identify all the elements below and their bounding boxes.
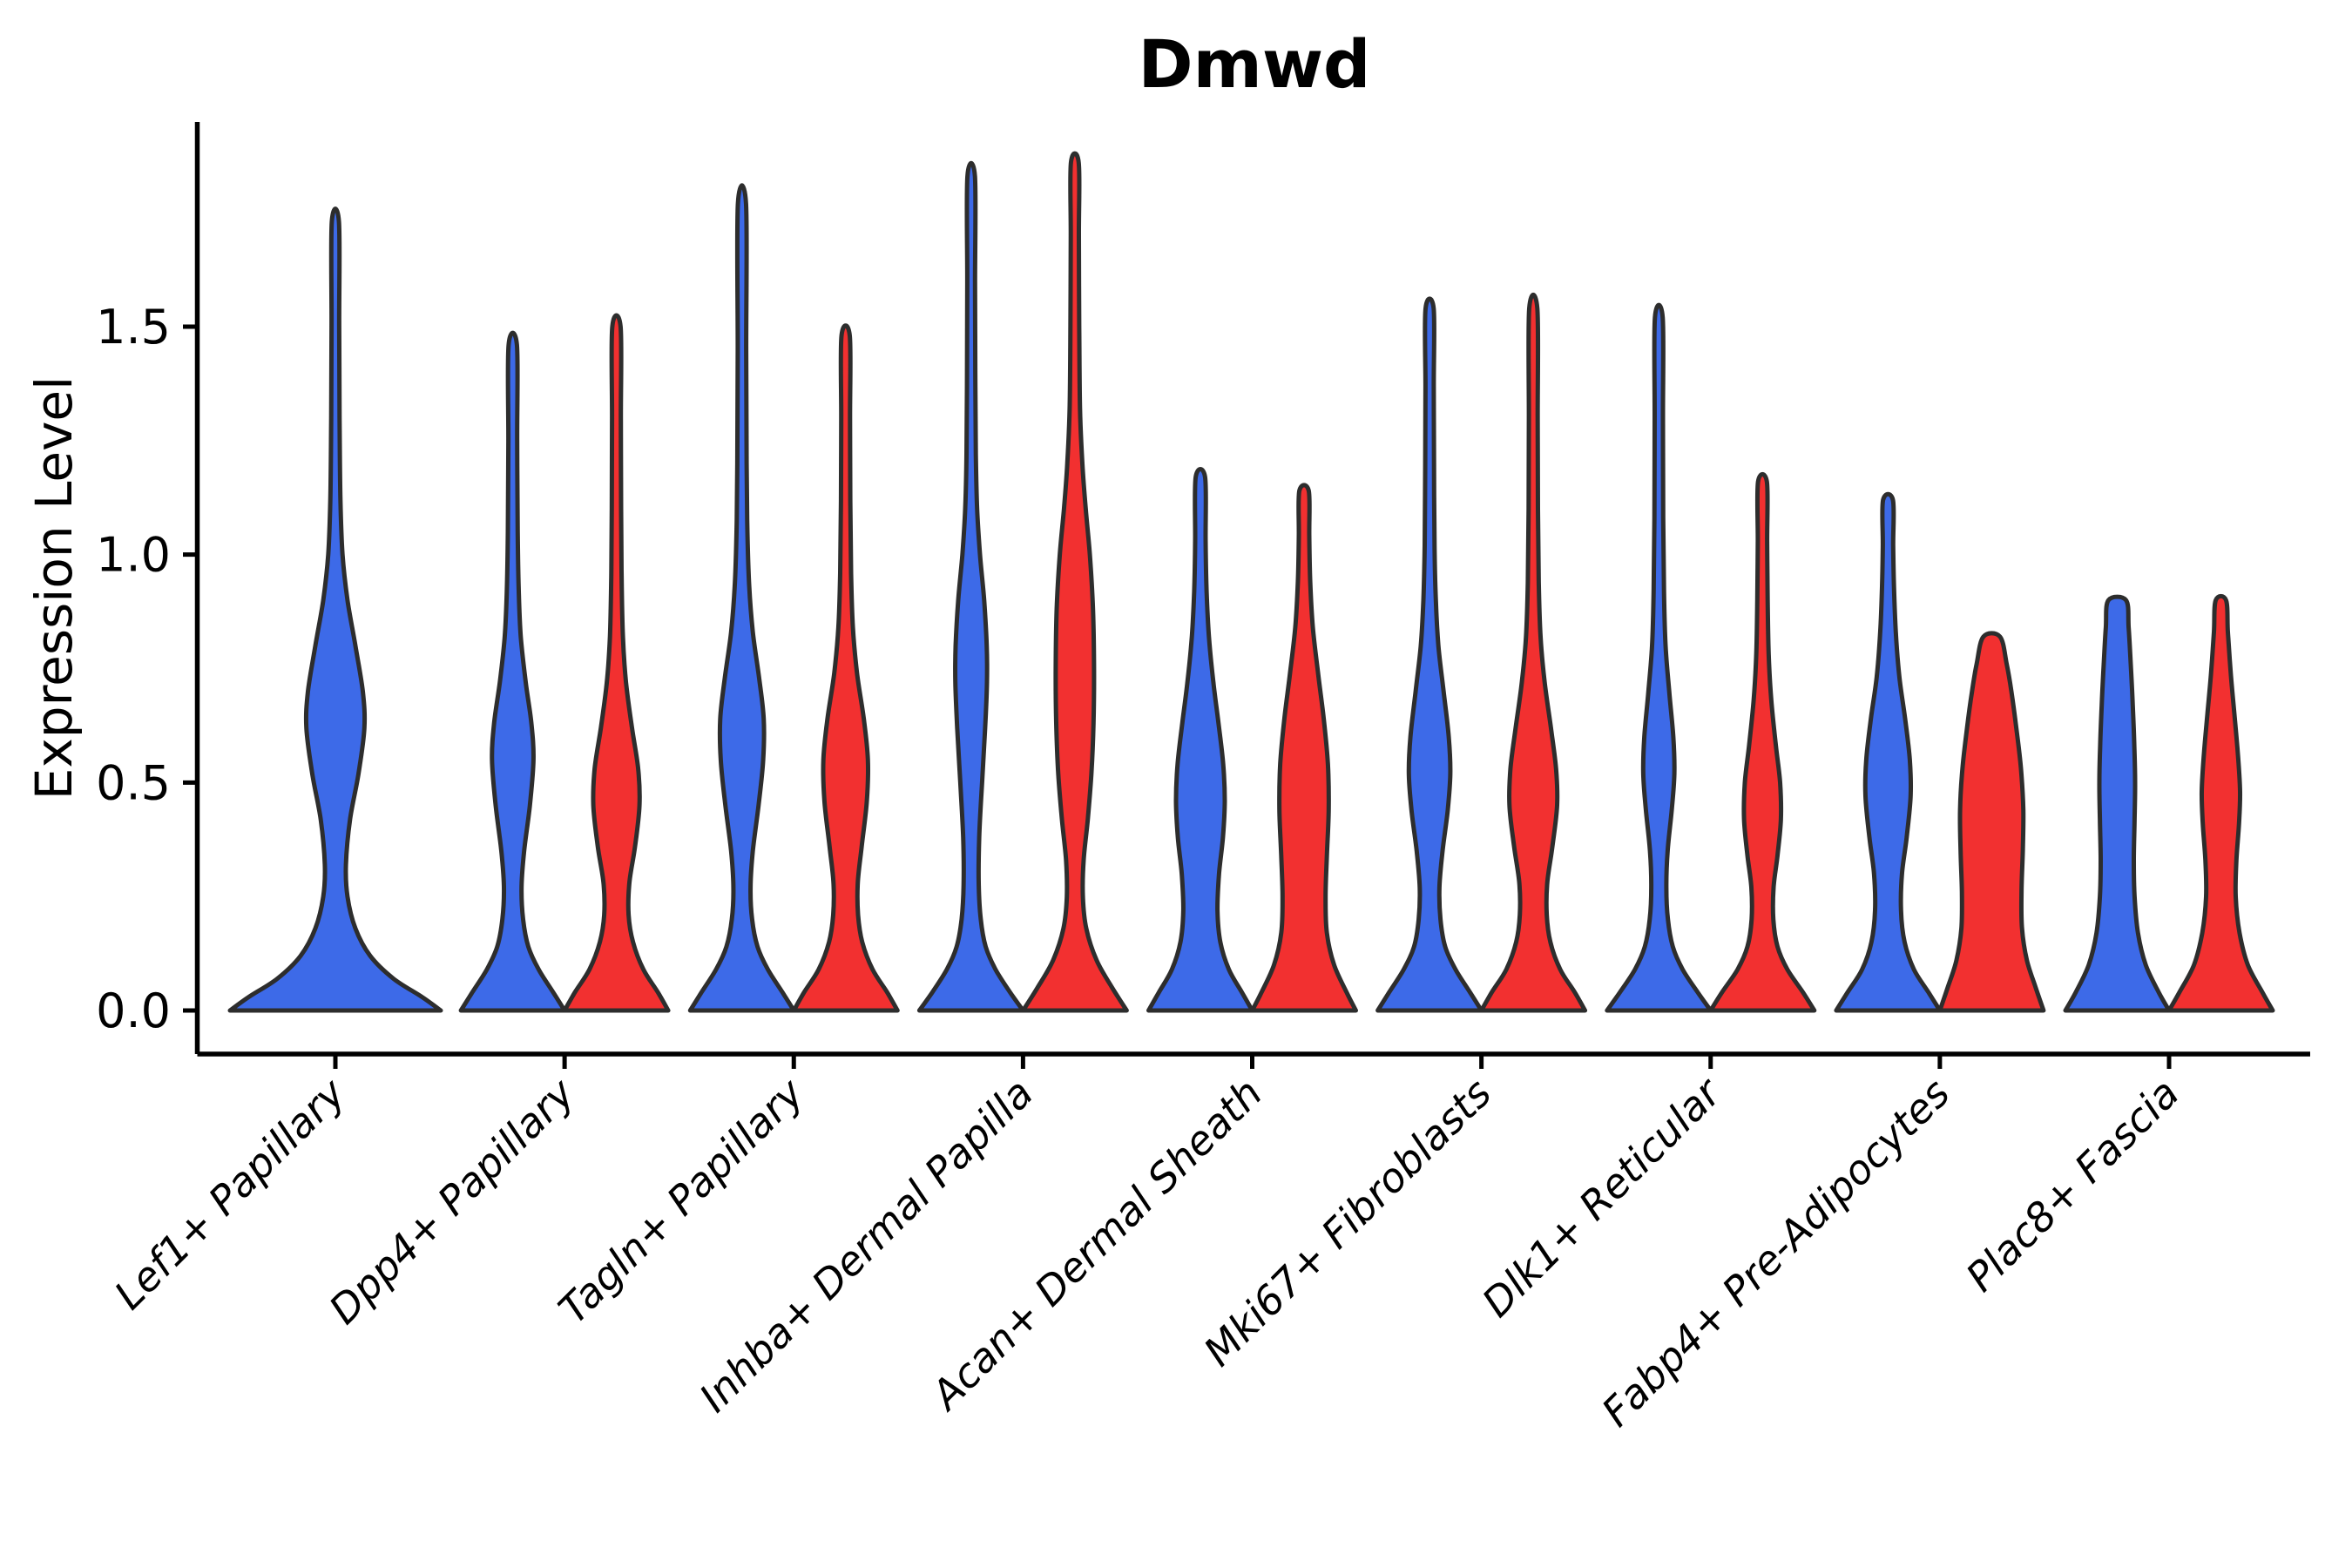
violin-acan-dermal-sheath-red: [1250, 483, 1358, 1013]
y-axis-label: Expression Level: [24, 376, 84, 800]
violin-mki67-fibroblasts-red: [1479, 292, 1588, 1013]
violin-inhba-dermal-papilla-red: [1020, 151, 1129, 1013]
violins-layer: [227, 151, 2275, 1013]
violin-lef1-papillary-blue: [227, 206, 443, 1013]
y-axis-ticks: 0.0 0.5 1.0 1.5: [96, 300, 198, 1038]
violin-dlk1-reticular-blue: [1605, 302, 1713, 1013]
y-tick-label: 0.0: [96, 983, 171, 1038]
violin-acan-dermal-sheath-blue: [1146, 467, 1254, 1013]
violin-inhba-dermal-papilla-blue: [916, 160, 1025, 1013]
violin-tagln-papillary-red: [791, 323, 900, 1013]
chart-title: Dmwd: [1139, 25, 1371, 103]
violin-fabp4-pre-adipocytes-red: [1937, 631, 2046, 1013]
violin-dlk1-reticular-red: [1708, 471, 1817, 1013]
violin-mki67-fibroblasts-blue: [1375, 296, 1484, 1013]
x-tick-label-9: Plac8+ Fascia: [1957, 1070, 2187, 1301]
violin-tagln-papillary-blue: [687, 183, 796, 1013]
x-tick-label-2: Dpp4+ Papillary: [320, 1069, 584, 1333]
violin-dpp4-papillary-blue: [458, 330, 567, 1013]
violin-fabp4-pre-adipocytes-blue: [1834, 491, 1943, 1013]
violin-dpp4-papillary-red: [562, 313, 671, 1013]
y-tick-label: 1.0: [96, 528, 171, 583]
x-axis-ticks: [333, 1054, 2172, 1069]
x-tick-label-1: Lef1+ Papillary: [105, 1069, 355, 1318]
y-tick-label: 0.5: [96, 755, 171, 810]
violin-plac8-fascia-blue: [2063, 594, 2172, 1013]
violin-plac8-fascia-red: [2166, 593, 2275, 1013]
y-tick-label: 1.5: [96, 300, 171, 355]
x-tick-label-3: Tagln+ Papillary: [550, 1069, 814, 1333]
x-tick-label-7: Dlk1+ Reticular: [1473, 1067, 1732, 1326]
